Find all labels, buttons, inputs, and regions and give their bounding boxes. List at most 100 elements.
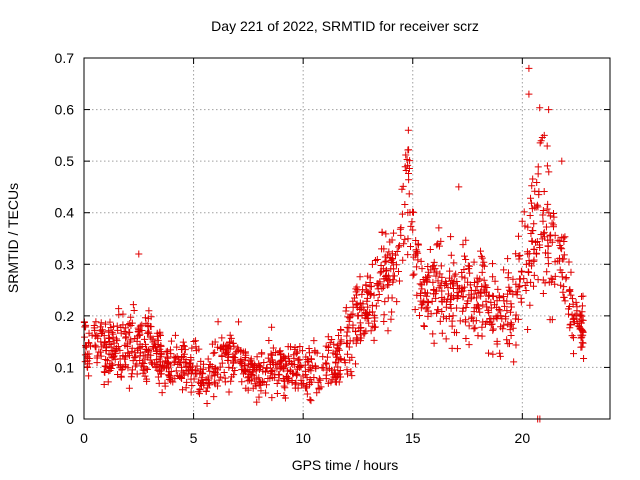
data-point bbox=[83, 354, 91, 362]
data-point bbox=[465, 265, 473, 273]
data-point bbox=[388, 259, 396, 267]
data-point bbox=[544, 260, 552, 268]
data-point bbox=[520, 208, 528, 216]
data-point bbox=[178, 367, 186, 375]
data-point bbox=[462, 255, 470, 263]
data-point bbox=[130, 354, 138, 362]
data-point bbox=[580, 354, 588, 362]
data-point bbox=[389, 272, 397, 280]
data-point bbox=[474, 332, 482, 340]
data-point bbox=[114, 371, 122, 379]
data-point bbox=[461, 274, 469, 282]
data-point bbox=[219, 345, 227, 353]
data-point bbox=[305, 357, 313, 365]
data-point bbox=[413, 249, 421, 257]
data-point bbox=[277, 363, 285, 371]
data-point bbox=[306, 396, 314, 404]
data-point bbox=[545, 106, 553, 114]
data-point bbox=[332, 353, 340, 361]
data-point bbox=[362, 281, 370, 289]
data-point bbox=[145, 329, 153, 337]
data-point bbox=[231, 349, 239, 357]
data-point bbox=[370, 336, 378, 344]
data-point bbox=[217, 373, 225, 381]
data-point bbox=[490, 315, 498, 323]
data-point bbox=[450, 272, 458, 280]
data-point bbox=[157, 370, 165, 378]
data-point bbox=[162, 348, 170, 356]
data-point bbox=[424, 299, 432, 307]
data-point bbox=[184, 363, 192, 371]
data-point bbox=[276, 347, 284, 355]
data-point bbox=[410, 253, 418, 261]
data-point bbox=[471, 324, 479, 332]
data-point bbox=[424, 298, 432, 306]
data-point bbox=[488, 320, 496, 328]
data-point bbox=[325, 365, 333, 373]
data-point bbox=[396, 225, 404, 233]
data-point bbox=[489, 292, 497, 300]
data-point bbox=[480, 258, 488, 266]
data-point bbox=[556, 254, 564, 262]
data-point bbox=[406, 208, 414, 216]
data-point bbox=[551, 231, 559, 239]
data-point bbox=[124, 349, 132, 357]
data-point bbox=[247, 355, 255, 363]
data-point bbox=[363, 294, 371, 302]
data-point bbox=[184, 370, 192, 378]
data-point bbox=[478, 282, 486, 290]
data-point bbox=[577, 311, 585, 319]
data-point bbox=[218, 359, 226, 367]
data-point bbox=[261, 368, 269, 376]
data-point bbox=[470, 278, 478, 286]
data-point bbox=[459, 241, 467, 249]
data-point bbox=[395, 243, 403, 251]
data-point bbox=[106, 318, 114, 326]
data-point bbox=[470, 325, 478, 333]
data-point bbox=[423, 292, 431, 300]
data-point bbox=[524, 223, 532, 231]
data-point bbox=[111, 355, 119, 363]
data-point bbox=[561, 297, 569, 305]
data-point bbox=[221, 374, 229, 382]
data-point bbox=[363, 314, 371, 322]
data-point bbox=[188, 382, 196, 390]
data-point bbox=[263, 364, 271, 372]
data-point bbox=[496, 349, 504, 357]
data-point bbox=[393, 298, 401, 306]
data-point bbox=[479, 301, 487, 309]
data-point bbox=[539, 211, 547, 219]
data-point bbox=[216, 363, 224, 371]
data-point bbox=[573, 310, 581, 318]
data-point bbox=[206, 360, 214, 368]
data-point bbox=[291, 343, 299, 351]
data-point bbox=[281, 384, 289, 392]
data-point bbox=[348, 353, 356, 361]
data-point bbox=[567, 291, 575, 299]
data-point bbox=[307, 367, 315, 375]
data-point bbox=[143, 377, 151, 385]
data-point bbox=[507, 303, 515, 311]
data-point bbox=[281, 355, 289, 363]
data-point bbox=[337, 336, 345, 344]
data-point bbox=[295, 356, 303, 364]
data-point bbox=[280, 382, 288, 390]
data-point bbox=[567, 268, 575, 276]
data-point bbox=[430, 258, 438, 266]
data-point bbox=[308, 362, 316, 370]
data-point bbox=[225, 388, 233, 396]
data-point bbox=[255, 393, 263, 401]
data-point bbox=[141, 340, 149, 348]
data-point bbox=[224, 356, 232, 364]
data-point bbox=[229, 358, 237, 366]
data-point bbox=[242, 368, 250, 376]
data-point bbox=[140, 335, 148, 343]
data-point bbox=[400, 240, 408, 248]
data-point bbox=[462, 236, 470, 244]
data-point bbox=[176, 372, 184, 380]
data-point bbox=[220, 369, 228, 377]
data-point bbox=[388, 250, 396, 258]
data-point bbox=[459, 307, 467, 315]
data-point bbox=[163, 359, 171, 367]
data-point bbox=[525, 64, 533, 72]
